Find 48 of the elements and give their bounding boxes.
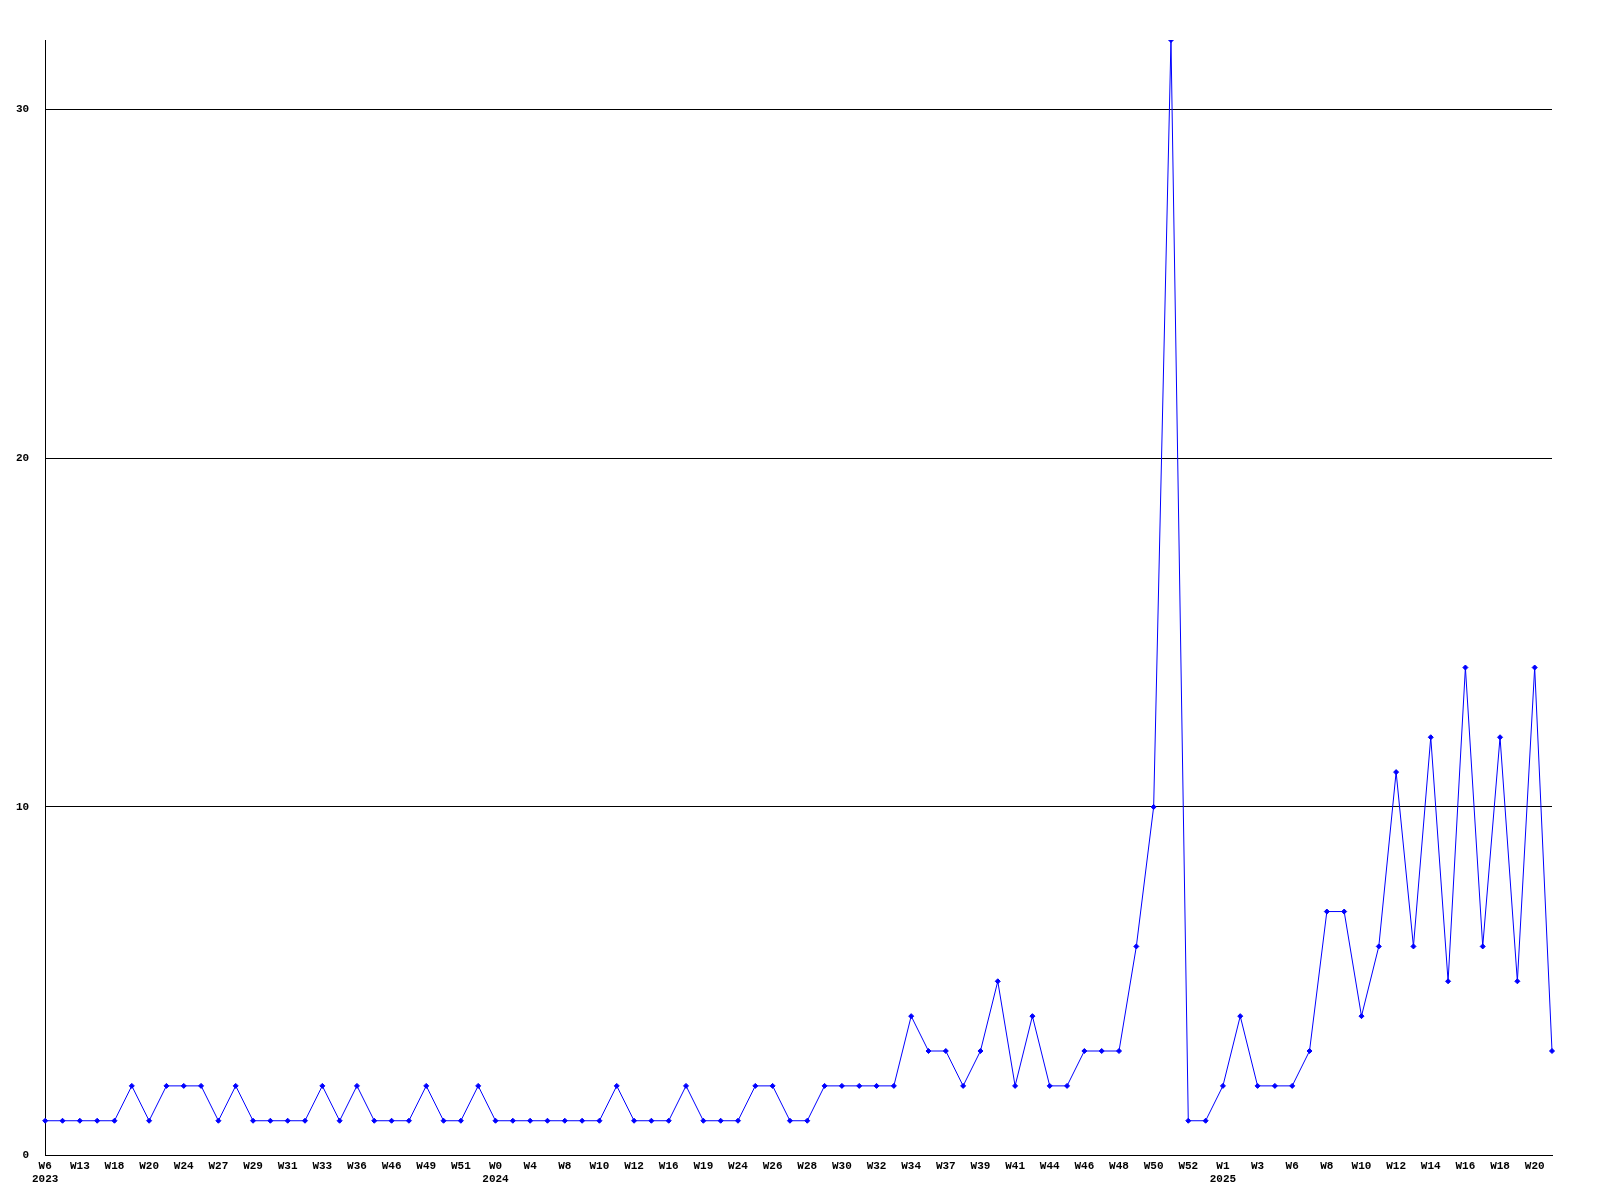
x-tick-label: W27 [208,1159,229,1172]
x-tick-label: W20 [1524,1159,1545,1172]
x-tick-label: W20 [139,1159,160,1172]
x-tick-label: W10 [1351,1159,1372,1172]
y-tick-label: 20 [16,452,30,465]
y-tick-label: 10 [16,800,30,813]
x-tick-label: W1 2025 [1209,1159,1237,1186]
x-tick-label: W28 [797,1159,818,1172]
x-tick-label: W32 [866,1159,887,1172]
x-tick-label: W31 [277,1159,298,1172]
x-tick-label: W10 [589,1159,610,1172]
x-tick-label: W13 [69,1159,91,1172]
x-tick-label: W0 2024 [482,1159,510,1186]
x-tick-label: W36 [347,1159,367,1172]
x-tick-label: W26 [762,1159,783,1172]
x-tick-label: W49 [416,1159,437,1172]
x-tick-label: W51 [450,1159,472,1172]
x-tick-label: W33 [312,1159,333,1172]
x-tick-label: W6 [1285,1159,1299,1172]
x-tick-label: W24 [728,1159,749,1172]
x-tick-label: W50 [1143,1159,1164,1172]
x-tick-label: W14 [1420,1159,1442,1172]
x-tick-label: W24 [173,1159,195,1172]
x-tick-label: W18 [1490,1159,1511,1172]
x-tick-label: W46 [1074,1159,1095,1172]
x-tick-label: W12 [624,1159,644,1172]
x-tick-label: W39 [970,1159,991,1172]
y-tick-label: 30 [16,103,30,116]
x-tick-label: W8 [1320,1159,1334,1172]
x-tick-label: W29 [243,1159,263,1172]
x-tick-label: W16 [658,1159,679,1172]
x-tick-label: W44 [1039,1159,1061,1172]
x-tick-label: W6 2023 [32,1159,59,1186]
x-tick-label: W41 [1005,1159,1026,1172]
x-tick-label: W18 [104,1159,125,1172]
x-tick-label: W52 [1178,1159,1199,1172]
x-tick-label: W4 [523,1159,538,1172]
x-tick-label: W48 [1109,1159,1130,1172]
x-tick-label: W37 [935,1159,956,1172]
x-tick-label: W34 [901,1159,922,1172]
x-tick-label: W30 [831,1159,852,1172]
x-tick-label: W3 [1250,1159,1265,1172]
x-tick-label: W8 [558,1159,572,1172]
x-tick-label: W19 [693,1159,714,1172]
x-tick-label: W12 [1386,1159,1407,1172]
x-tick-label: W16 [1455,1159,1476,1172]
x-tick-label: W46 [381,1159,402,1172]
y-tick-label: 0 [22,1149,30,1162]
